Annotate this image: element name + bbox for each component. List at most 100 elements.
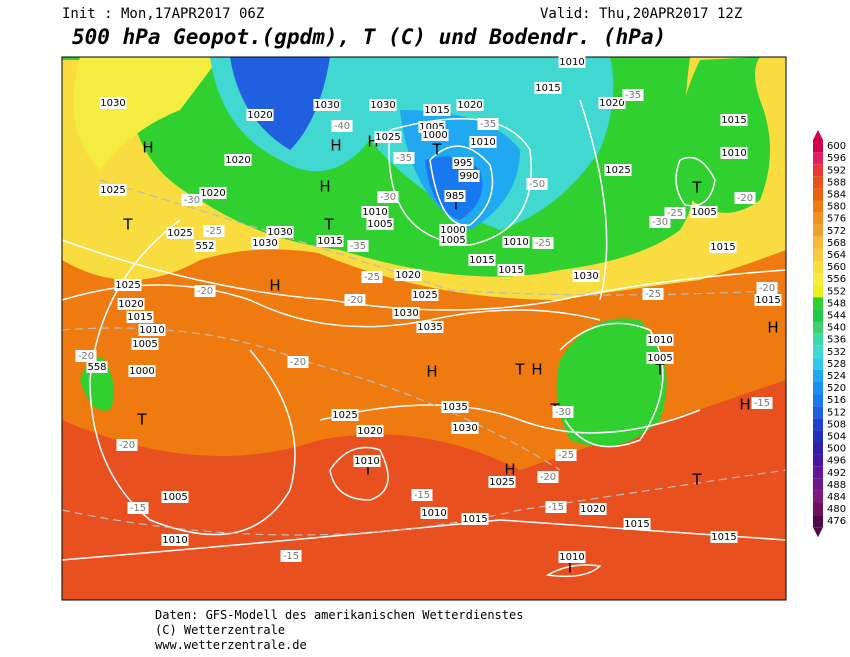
- scale-label: 512: [827, 407, 846, 418]
- scale-label: 556: [827, 274, 846, 285]
- scale-swatch: [813, 490, 823, 503]
- isobar-label: 1010: [139, 325, 164, 336]
- scale-swatch: [813, 152, 823, 165]
- temperature-label: -30: [555, 407, 571, 418]
- init-time: Init : Mon,17APR2017 06Z: [62, 6, 264, 22]
- label-box: [356, 425, 384, 437]
- label-box: [532, 237, 554, 249]
- scale-label: 532: [827, 347, 846, 358]
- label-box: [411, 289, 439, 301]
- scale-swatch: [813, 224, 823, 237]
- label-box: [224, 154, 252, 166]
- temperature-label: -35: [625, 90, 641, 101]
- label-box: [374, 131, 402, 143]
- pressure-center: H: [767, 319, 778, 337]
- label-box: [690, 206, 718, 218]
- label-box: [161, 534, 189, 546]
- label-box: [99, 184, 127, 196]
- scale-label: 480: [827, 504, 846, 515]
- isobar-label: 1020: [599, 98, 624, 109]
- temperature-label: -20: [197, 286, 213, 297]
- isobar-label: 1010: [470, 137, 495, 148]
- isobar-label: 1010: [421, 508, 446, 519]
- label-box: [114, 279, 142, 291]
- scale-label: 572: [827, 226, 846, 237]
- scale-label: 548: [827, 298, 846, 309]
- label-box: [477, 118, 499, 130]
- footer-url: www.wetterzentrale.de: [155, 638, 307, 652]
- label-box: [649, 216, 671, 228]
- isobar-label: 1025: [412, 290, 437, 301]
- scale-label: 476: [827, 516, 846, 527]
- label-box: [416, 321, 444, 333]
- pressure-center: T: [122, 216, 133, 234]
- scale-swatch: [813, 382, 823, 395]
- scale-label: 584: [827, 189, 846, 200]
- label-box: [199, 187, 227, 199]
- temperature-label: -20: [737, 193, 753, 204]
- footer-copyright: (C) Wetterzentrale: [155, 623, 285, 637]
- label-box: [128, 365, 156, 377]
- pressure-center: H: [367, 133, 378, 151]
- temperature-label: -20: [78, 351, 94, 362]
- isobar-label: 985: [445, 191, 464, 202]
- label-box: [642, 288, 664, 300]
- isobar-label: 1030: [452, 423, 477, 434]
- scale-swatch: [813, 285, 823, 298]
- isobar-label: 1010: [354, 456, 379, 467]
- map-title: 500 hPa Geopot.(gpdm), T (C) und Bodendr…: [72, 25, 666, 49]
- temperature-label: -50: [529, 179, 545, 190]
- temperature-label: -20: [290, 357, 306, 368]
- scale-label: 508: [827, 419, 846, 430]
- label-box: [331, 120, 353, 132]
- isobar-label: 1035: [442, 402, 467, 413]
- label-box: [331, 409, 359, 421]
- label-box: [86, 361, 108, 373]
- scale-label: 576: [827, 214, 846, 225]
- scale-swatch: [813, 248, 823, 261]
- label-box: [75, 350, 97, 362]
- isobar-label: 1005: [691, 207, 716, 218]
- label-box: [313, 99, 341, 111]
- temperature-label: -25: [558, 450, 574, 461]
- label-box: [117, 298, 145, 310]
- label-box: [451, 422, 479, 434]
- isobar-label: 1000: [440, 225, 465, 236]
- isobar-label: 1015: [462, 514, 487, 525]
- isobar-label: 1020: [200, 188, 225, 199]
- label-box: [572, 270, 600, 282]
- isobar-label: 1030: [393, 308, 418, 319]
- isobar-label: 1010: [559, 552, 584, 563]
- isobar-label: 1020: [247, 110, 272, 121]
- label-box: [646, 352, 674, 364]
- scale-swatch: [813, 503, 823, 516]
- label-box: [166, 227, 194, 239]
- isobar-label: 1030: [314, 100, 339, 111]
- isobar-label: 1025: [332, 410, 357, 421]
- scale-swatch: [813, 297, 823, 310]
- temperature-label: -20: [119, 440, 135, 451]
- label-box: [203, 225, 225, 237]
- isobar-label: 1000: [129, 366, 154, 377]
- scale-swatch: [813, 176, 823, 189]
- isobar-label: 1030: [267, 227, 292, 238]
- label-box: [266, 226, 294, 238]
- scale-label: 536: [827, 335, 846, 346]
- scale-label: 592: [827, 165, 846, 176]
- scale-label: 600: [827, 141, 846, 152]
- scale-swatch: [813, 442, 823, 455]
- label-box: [534, 82, 562, 94]
- label-box: [526, 178, 548, 190]
- label-box: [756, 282, 778, 294]
- isobar-label: 1015: [498, 265, 523, 276]
- scale-label: 500: [827, 444, 846, 455]
- label-box: [558, 551, 586, 563]
- label-box: [444, 190, 466, 202]
- label-box: [194, 285, 216, 297]
- isobar-label: 1000: [422, 130, 447, 141]
- isobar-label: 1020: [225, 155, 250, 166]
- temperature-label: -25: [667, 208, 683, 219]
- isobar-label: 552: [195, 241, 214, 252]
- temperature-label: -35: [480, 119, 496, 130]
